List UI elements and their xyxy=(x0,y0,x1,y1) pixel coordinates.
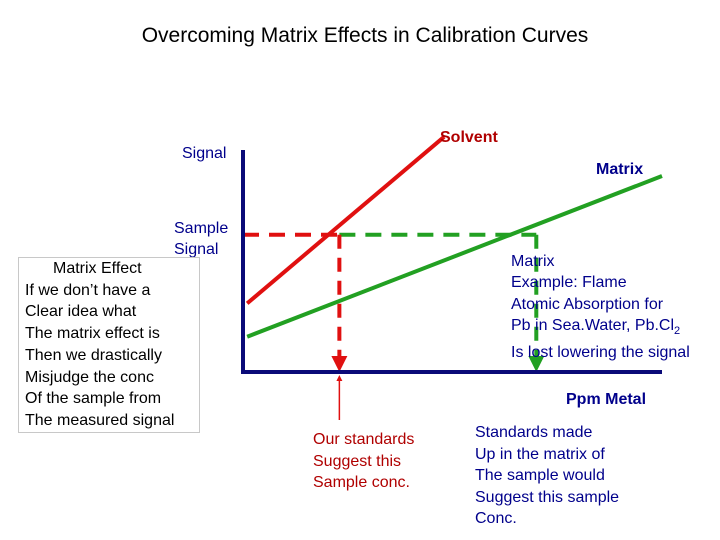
note-line: Atomic Absorption for xyxy=(511,295,664,313)
sample-signal-line-2: Signal xyxy=(174,241,219,258)
note-line: Suggest this xyxy=(313,452,402,470)
note-line: Matrix xyxy=(511,253,555,270)
note-line: Our standards xyxy=(313,431,415,448)
note-line: Example: Flame xyxy=(511,274,627,292)
matrix-effect-note: Matrix Effect If we don’t have a Clear i… xyxy=(18,257,200,433)
matrix-example-note: Matrix Example: Flame Atomic Absorption … xyxy=(511,251,717,364)
our-standards-note: Our standards Suggest this Sample conc. xyxy=(313,429,414,494)
x-axis-label: Ppm Metal xyxy=(566,391,647,408)
note-line: Of the sample from xyxy=(25,390,162,408)
note-line: Misjudge the conc xyxy=(25,368,154,386)
note-line: Up in the matrix of xyxy=(475,445,605,463)
sample-signal-line-1: Sample xyxy=(174,220,229,237)
standards-made-note: Standards made Up in the matrix of The s… xyxy=(475,422,619,530)
sample-signal-label: Sample Signal xyxy=(174,218,254,260)
note-line: The matrix effect is xyxy=(25,325,160,343)
series-line-solvent xyxy=(245,135,446,305)
note-line: Clear idea what xyxy=(25,303,137,321)
note-line: The measured signal xyxy=(25,411,175,429)
note-line: Conc. xyxy=(475,510,517,527)
solvent-legend: Solvent xyxy=(440,129,498,146)
note-line: Suggest this sample xyxy=(475,488,620,506)
note-line: Sample conc. xyxy=(313,474,410,491)
note-line: Matrix Effect xyxy=(53,260,142,277)
note-line: Standards made xyxy=(475,424,593,441)
matrix-legend: Matrix xyxy=(596,161,644,178)
note-line: Pb in Sea.Water, Pb.Cl2 xyxy=(511,316,681,338)
note-line: If we don’t have a xyxy=(25,281,151,299)
note-line: Is lost lowering the signal xyxy=(511,344,690,362)
note-line: Then we drastically xyxy=(25,346,162,364)
series-line-matrix xyxy=(246,174,663,339)
y-axis-label: Signal xyxy=(182,145,227,162)
page-title: Overcoming Matrix Effects in Calibration… xyxy=(141,24,589,47)
note-line: The sample would xyxy=(475,467,605,484)
